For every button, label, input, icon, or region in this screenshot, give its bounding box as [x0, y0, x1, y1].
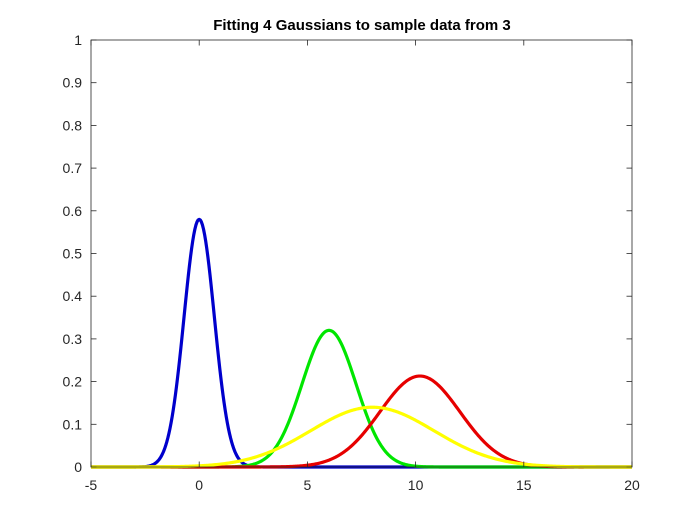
x-tick-label: 5	[304, 477, 312, 493]
x-tick-label: 20	[624, 477, 640, 493]
y-tick-label: 0.3	[63, 331, 83, 347]
series-layer	[90, 217, 633, 469]
y-tick-label: 0.4	[63, 288, 83, 304]
x-tick-label: -5	[85, 477, 98, 493]
y-tick-label: 0.5	[63, 246, 83, 262]
chart-title: Fitting 4 Gaussians to sample data from …	[213, 17, 511, 34]
y-tick-label: 0.9	[63, 75, 83, 91]
y-tick-label: 0.2	[63, 374, 83, 390]
y-tick-label: 1	[74, 32, 82, 48]
y-tick-label: 0.1	[63, 416, 83, 432]
x-tick-label: 15	[516, 477, 532, 493]
series-line-2	[90, 328, 633, 469]
series-line-1	[90, 217, 633, 469]
y-tick-label: 0.6	[63, 203, 83, 219]
series-line-4	[90, 405, 633, 469]
x-tick-label: 0	[195, 477, 203, 493]
y-tick-label: 0	[74, 459, 82, 475]
x-tick-label: 10	[408, 477, 424, 493]
y-tick-label: 0.7	[63, 160, 83, 176]
y-tick-label: 0.8	[63, 117, 83, 133]
